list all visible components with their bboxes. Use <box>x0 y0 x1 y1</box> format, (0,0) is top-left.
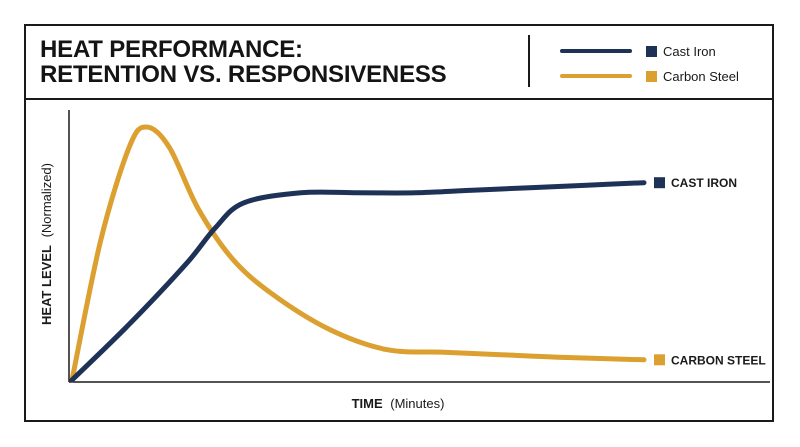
end-label-carbon-steel: CARBON STEEL <box>671 353 766 367</box>
chart-title-line-1: HEAT PERFORMANCE: <box>40 36 303 63</box>
series-line-cast-iron <box>69 180 647 383</box>
chart-header: HEAT PERFORMANCE: RETENTION VS. RESPONSI… <box>26 26 772 100</box>
end-marker-cast-iron <box>654 177 665 189</box>
x-axis-label-bold: TIME <box>352 396 383 411</box>
x-axis-label: TIME (Minutes) <box>352 396 445 411</box>
legend-line-cast-iron <box>560 49 632 53</box>
y-axis-label-unit: (Normalized) <box>39 163 54 237</box>
end-label-cast-iron: CAST IRON <box>671 176 737 190</box>
legend-line-carbon-steel <box>560 74 632 78</box>
y-axis-label: HEAT LEVEL (Normalized) <box>39 163 54 325</box>
series-layer: CARBON STEEL CAST IRON <box>69 124 766 383</box>
legend-label-carbon-steel: Carbon Steel <box>663 68 739 84</box>
legend-item-cast-iron: Cast Iron <box>560 43 716 59</box>
chart-frame: HEAT PERFORMANCE: RETENTION VS. RESPONSI… <box>24 24 774 422</box>
end-marker-carbon-steel <box>654 354 665 366</box>
series-line-carbon-steel <box>69 124 647 383</box>
legend-swatch-carbon-steel <box>646 70 657 82</box>
legend-swatch-cast-iron <box>646 45 657 57</box>
legend-label-cast-iron: Cast Iron <box>663 43 716 59</box>
header-divider <box>528 35 530 87</box>
y-axis-label-bold: HEAT LEVEL <box>39 245 54 325</box>
chart-title-line-2: RETENTION VS. RESPONSIVENESS <box>40 61 447 88</box>
x-axis-label-unit: (Minutes) <box>390 396 444 411</box>
legend-item-carbon-steel: Carbon Steel <box>560 68 739 84</box>
